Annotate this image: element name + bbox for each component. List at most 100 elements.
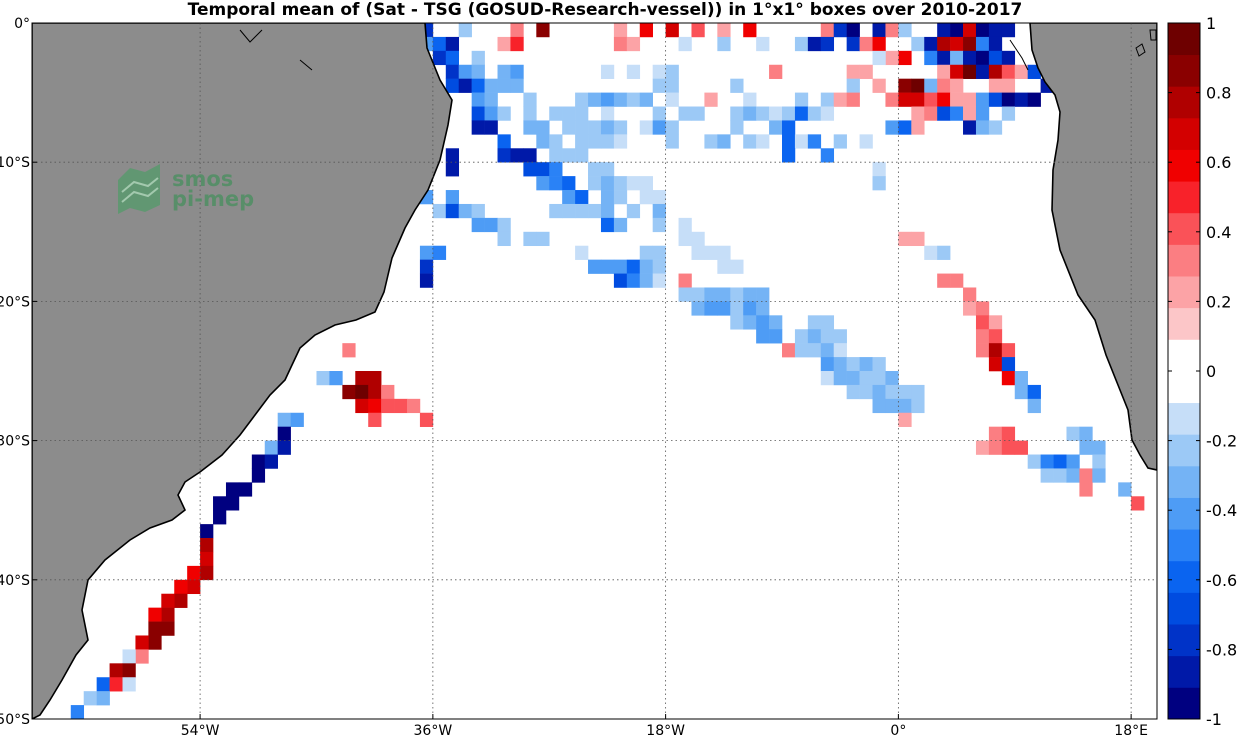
heatmap-cell — [691, 23, 705, 38]
heatmap-cell — [717, 301, 731, 316]
heatmap-cell — [471, 106, 485, 121]
y-tick-label: 0° — [14, 16, 30, 32]
heatmap-cell — [794, 36, 809, 52]
heatmap-cell — [639, 176, 653, 191]
heatmap-cell — [639, 92, 653, 107]
heatmap-cell — [471, 217, 485, 233]
heatmap-cell — [665, 78, 679, 93]
heatmap-cell — [885, 384, 899, 400]
heatmap-cell — [820, 23, 835, 38]
heatmap-cell — [988, 23, 1003, 38]
heatmap-cell — [859, 36, 873, 52]
heatmap-cell — [419, 412, 434, 427]
heatmap-cell — [730, 120, 744, 135]
heatmap-cell — [549, 176, 563, 191]
heatmap-cell — [432, 245, 447, 260]
heatmap-cell — [497, 217, 511, 233]
colorbar-segment — [1168, 402, 1200, 435]
heatmap-cell — [988, 78, 1003, 93]
heatmap-cell — [484, 120, 498, 135]
heatmap-cell — [639, 120, 653, 135]
heatmap-cell — [743, 315, 757, 330]
heatmap-cell — [549, 134, 563, 149]
heatmap-cell — [225, 496, 240, 511]
colorbar-tick-label: 0 — [1206, 362, 1216, 381]
heatmap-cell — [756, 329, 770, 344]
colorbar-segment — [1168, 54, 1200, 87]
heatmap-cell — [859, 357, 873, 372]
colorbar-segment — [1168, 497, 1200, 530]
heatmap-cell — [833, 134, 847, 149]
heatmap-cell — [200, 565, 214, 581]
heatmap-cell — [820, 36, 835, 52]
heatmap-cell — [988, 329, 1003, 344]
heatmap-cell — [924, 78, 938, 93]
heatmap-cell — [950, 92, 964, 107]
heatmap-cell — [510, 148, 524, 163]
heatmap-cell — [937, 36, 951, 52]
heatmap-cell — [445, 190, 460, 205]
heatmap-cell — [846, 36, 860, 52]
heatmap-cell — [898, 23, 912, 38]
heatmap-cell — [639, 273, 653, 288]
heatmap-cell — [730, 78, 744, 93]
x-tick-label: 18°W — [646, 723, 685, 738]
heatmap-cell — [859, 134, 873, 149]
heatmap-cell — [497, 134, 511, 149]
heatmap-cell — [600, 106, 615, 121]
heatmap-cell — [794, 343, 809, 358]
heatmap-cell — [1027, 92, 1041, 107]
heatmap-cell — [782, 134, 796, 149]
heatmap-cell — [678, 273, 692, 288]
heatmap-cell — [432, 50, 447, 66]
colorbar: 1 0.8 0.6 0.4 0.2 0 -0.2 -0.4 -0.6 -0.8 -1 — [1167, 14, 1237, 729]
heatmap-cell — [872, 162, 886, 177]
coast-detail — [239, 29, 1029, 71]
heatmap-cell — [898, 412, 912, 427]
heatmap-cell — [458, 64, 472, 79]
heatmap-cell — [368, 384, 382, 400]
heatmap-cell — [911, 398, 925, 414]
heatmap-cell — [200, 551, 214, 567]
heatmap-cell — [1131, 496, 1145, 511]
heatmap-cell — [213, 510, 227, 525]
colorbar-segment — [1168, 655, 1200, 688]
heatmap-cell — [536, 162, 550, 177]
heatmap-cell — [756, 106, 770, 121]
heatmap-cell — [484, 106, 498, 121]
heatmap-cell — [536, 134, 550, 149]
heatmap-cell — [1014, 64, 1028, 79]
heatmap-cell — [717, 134, 731, 149]
heatmap-cell — [975, 23, 990, 38]
heatmap-cell — [730, 315, 744, 330]
heatmap-cell — [988, 36, 1003, 52]
heatmap-cell — [807, 329, 822, 344]
heatmap-cell — [678, 287, 692, 302]
heatmap-cell — [575, 245, 589, 260]
heatmap-cell — [613, 92, 628, 107]
heatmap-cell — [924, 245, 938, 260]
heatmap-cell — [988, 357, 1003, 372]
heatmap-cell — [200, 524, 214, 539]
heatmap-cell — [652, 217, 666, 233]
heatmap-cell — [898, 231, 912, 247]
heatmap-cell — [264, 454, 278, 469]
colorbar-segment — [1168, 244, 1200, 277]
heatmap-cell — [898, 78, 912, 93]
heatmap-cell — [600, 64, 615, 79]
heatmap-cell — [743, 92, 757, 107]
heatmap-cell — [600, 259, 615, 274]
x-tick-label: 18°E — [1114, 723, 1148, 738]
heatmap-cell — [432, 203, 447, 219]
heatmap-cell — [975, 301, 990, 316]
heatmap-cell — [471, 50, 485, 66]
heatmap-cell — [148, 607, 162, 622]
heatmap-cell — [187, 579, 201, 595]
heatmap-cell — [963, 106, 977, 121]
heatmap-cell — [678, 231, 692, 247]
heatmap-cell — [213, 496, 227, 511]
colorbar-segment — [1168, 465, 1200, 498]
heatmap-cell — [924, 92, 938, 107]
heatmap-cell — [782, 343, 796, 358]
